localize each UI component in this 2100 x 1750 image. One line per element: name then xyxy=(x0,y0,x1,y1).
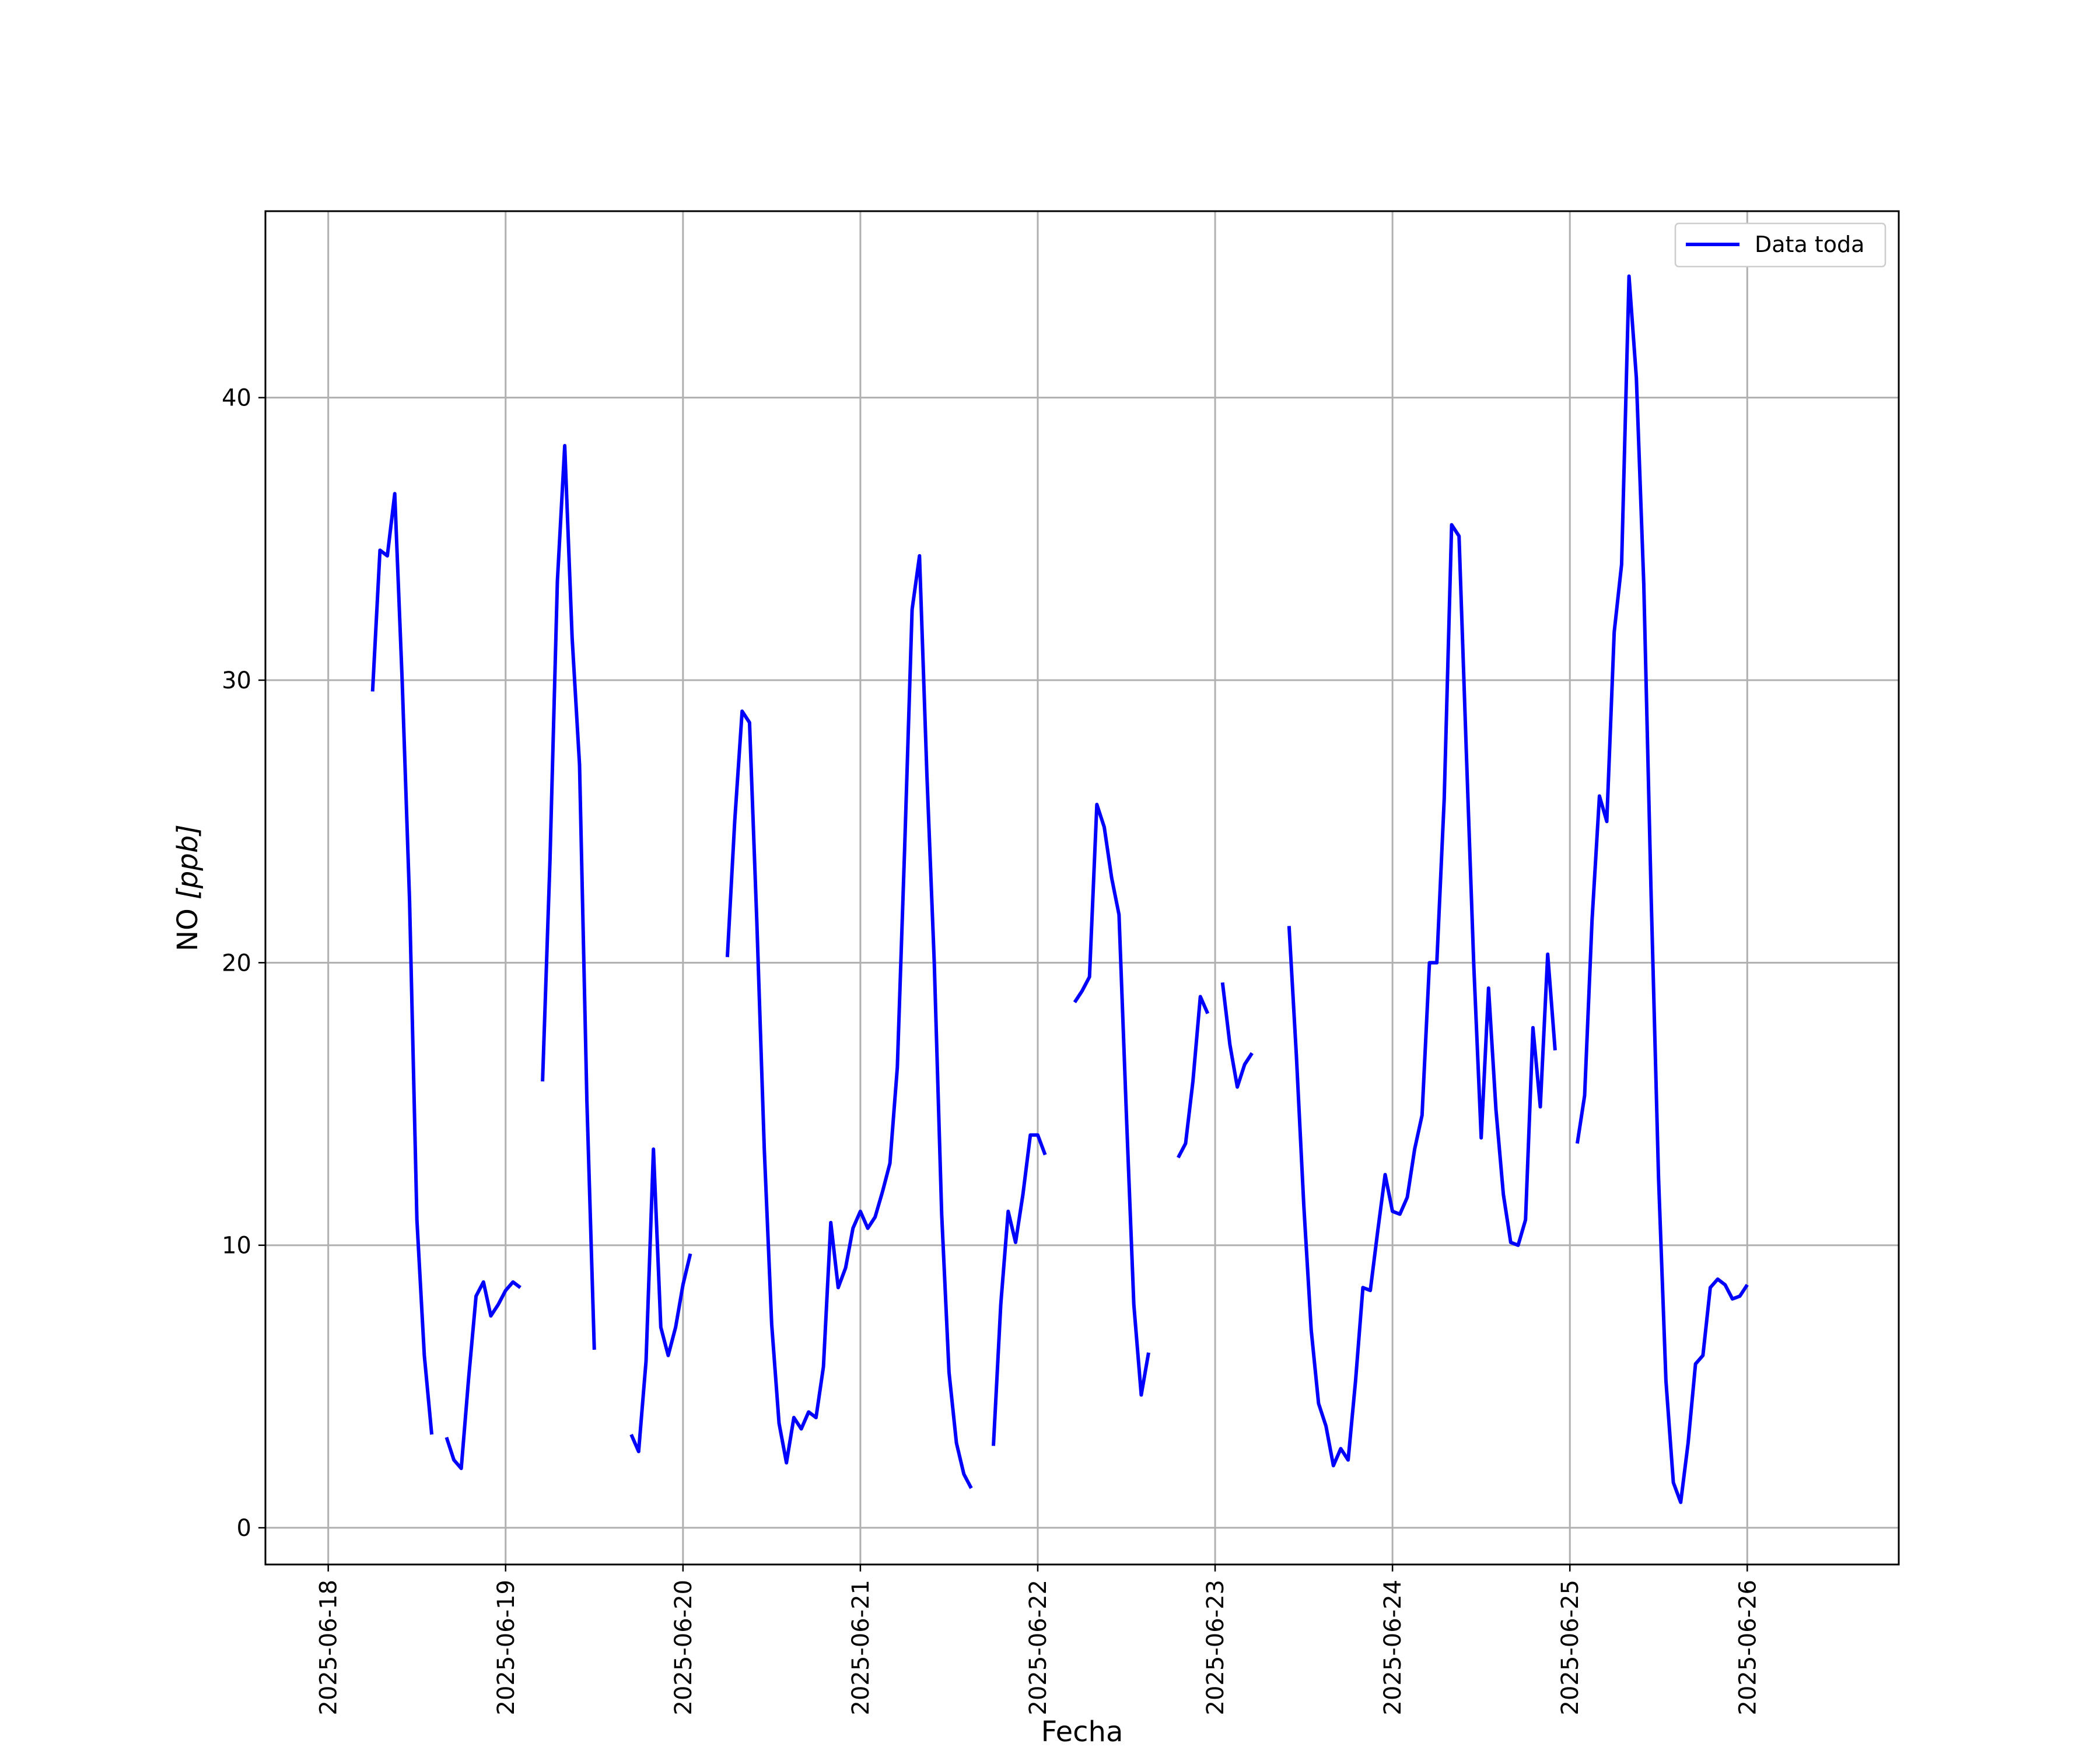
series-line-segment xyxy=(541,444,596,1350)
series-line-segment xyxy=(1287,523,1557,1468)
series-line-segment xyxy=(444,1280,522,1471)
x-tick-label: 2025-06-18 xyxy=(316,1580,342,1715)
series-line-segment xyxy=(992,1133,1047,1446)
series-line-segment xyxy=(629,1147,692,1454)
x-tick-label: 2025-06-26 xyxy=(1734,1580,1761,1715)
plot-area xyxy=(370,274,1749,1504)
series-line-segment xyxy=(1220,982,1254,1089)
series-line-segment xyxy=(725,554,973,1489)
y-axis-title-name: NO xyxy=(172,900,204,951)
x-axis: 2025-06-18 2025-06-19 2025-06-20 2025-06-21… xyxy=(316,1564,1761,1715)
x-tick-label: 2025-06-19 xyxy=(493,1580,520,1715)
series-line-segment xyxy=(370,492,434,1435)
series-line-segment xyxy=(1177,995,1210,1158)
plot-frame xyxy=(264,210,1900,1566)
grid xyxy=(265,211,1899,1564)
legend-label: Data toda xyxy=(1755,232,1864,257)
x-tick-label: 2025-06-24 xyxy=(1380,1580,1406,1715)
y-tick-label: 0 xyxy=(237,1515,251,1542)
x-tick-label: 2025-06-21 xyxy=(848,1580,874,1715)
series-line-segment xyxy=(1575,274,1749,1504)
x-axis-title: Fecha xyxy=(1041,1716,1124,1748)
legend-box xyxy=(1674,222,1887,268)
legend: Data toda xyxy=(1674,222,1887,268)
y-tick-label: 30 xyxy=(222,667,251,694)
y-axis-title-unit: [ppb] xyxy=(172,824,204,900)
series-line-segment xyxy=(1073,803,1150,1397)
x-tick-label: 2025-06-25 xyxy=(1557,1580,1584,1715)
y-axis-title: NO [ppb] xyxy=(172,824,204,951)
x-tick-label: 2025-06-22 xyxy=(1025,1580,1052,1715)
y-tick-label: 10 xyxy=(222,1233,251,1259)
x-tick-label: 2025-06-23 xyxy=(1202,1580,1229,1715)
y-tick-label: 40 xyxy=(222,385,251,412)
y-axis: 0 10 20 30 40 xyxy=(222,385,265,1542)
x-tick-label: 2025-06-20 xyxy=(670,1580,697,1715)
y-tick-label: 20 xyxy=(222,950,251,977)
